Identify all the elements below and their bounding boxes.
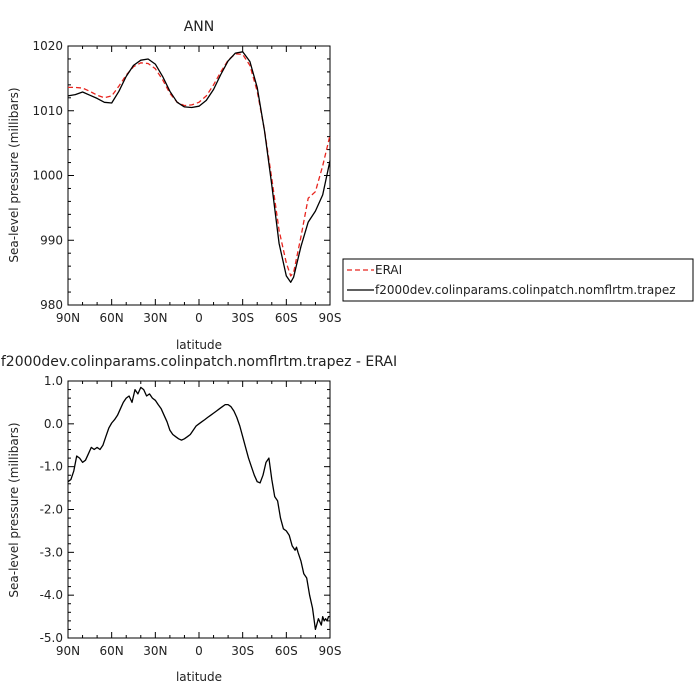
y-tick-label: 0.0 xyxy=(44,417,63,431)
x-tick-label: 30S xyxy=(231,644,254,658)
axis-ticks-bottom: 90N 60N 30N 0 30S 60S 90S -5.0 -4.0 -3.0 -2.0 -1.0 0… xyxy=(40,374,342,658)
plot-area-bottom xyxy=(67,380,331,639)
x-tick-label: 90S xyxy=(319,311,342,325)
bottom-panel: f2000dev.colinparams.colinpatch.nomflrtm… xyxy=(1,354,397,684)
series-group-bottom xyxy=(67,386,330,631)
chart-title-bottom: f2000dev.colinparams.colinpatch.nomflrtm… xyxy=(1,354,397,370)
y-tick-label: -4.0 xyxy=(40,588,63,602)
y-tick-label: 1000 xyxy=(32,169,63,183)
x-tick-label: 90N xyxy=(56,644,80,658)
legend: ERAI f2000dev.colinparams.colinpatch.nom… xyxy=(342,258,694,302)
series-line-model xyxy=(67,51,331,283)
x-tick-label: 60N xyxy=(100,311,124,325)
legend-label-model: f2000dev.colinparams.colinpatch.nomflrtm… xyxy=(375,283,676,297)
y-axis-label-bottom: Sea-level pressure (millibars) xyxy=(7,422,21,597)
y-tick-label: 990 xyxy=(40,233,63,247)
series-line-difference xyxy=(67,386,330,631)
y-tick-label: -5.0 xyxy=(40,631,63,645)
series-group-top xyxy=(67,51,331,283)
x-axis-label-bottom: latitude xyxy=(176,670,222,684)
legend-label-erai: ERAI xyxy=(375,263,402,277)
x-tick-label: 30N xyxy=(143,644,167,658)
x-tick-label: 90S xyxy=(319,644,342,658)
y-axis-label-top: Sea-level pressure (millibars) xyxy=(7,87,21,262)
y-tick-label: -3.0 xyxy=(40,545,63,559)
legend-box xyxy=(342,258,694,302)
x-tick-label: 0 xyxy=(195,311,203,325)
chart-title-top: ANN xyxy=(184,19,215,35)
x-tick-label: 60S xyxy=(275,311,298,325)
x-tick-label: 60S xyxy=(275,644,298,658)
top-panel: ANN latitude Sea-level pressure (milliba… xyxy=(7,19,694,352)
x-tick-label: 30S xyxy=(231,311,254,325)
axis-ticks-top: 90N 60N 30N 0 30S 60S 90S 980 990 1000 1010 1020 xyxy=(32,39,341,325)
x-tick-label: 0 xyxy=(195,644,203,658)
plot-area-top xyxy=(67,45,331,306)
y-tick-label: 980 xyxy=(40,298,63,312)
x-tick-label: 60N xyxy=(100,644,124,658)
y-tick-label: -1.0 xyxy=(40,460,63,474)
series-line-erai xyxy=(68,53,331,277)
x-axis-label-top: latitude xyxy=(176,338,222,352)
y-tick-label: 1020 xyxy=(32,39,63,53)
y-tick-label: -2.0 xyxy=(40,503,63,517)
x-tick-label: 90N xyxy=(56,311,80,325)
y-tick-label: 1010 xyxy=(32,104,63,118)
x-tick-label: 30N xyxy=(143,311,167,325)
y-tick-label: 1.0 xyxy=(44,374,63,388)
